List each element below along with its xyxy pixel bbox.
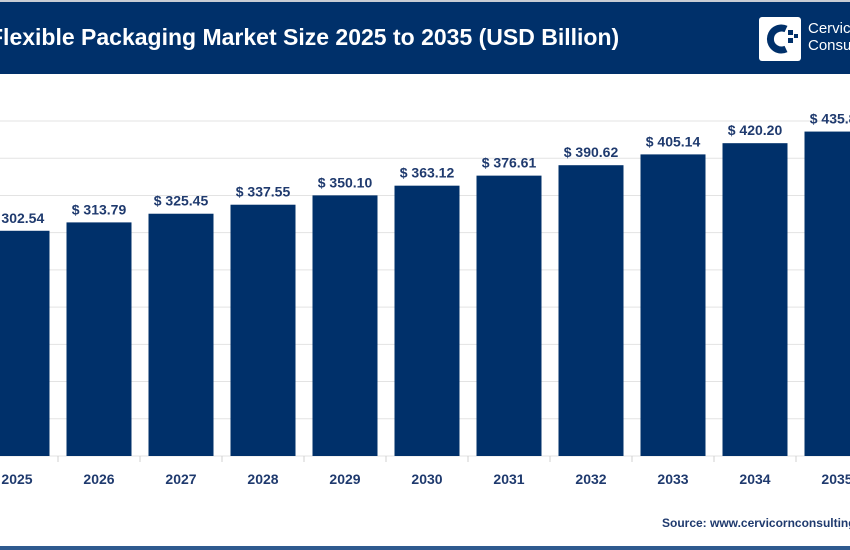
x-tick-label-2033: 2033 <box>657 471 688 487</box>
bar-2028 <box>230 204 296 456</box>
data-label-2029: $ 350.10 <box>318 174 373 190</box>
x-tick-label-2029: 2029 <box>329 471 360 487</box>
data-label-2033: $ 405.14 <box>646 133 701 149</box>
bar-2034 <box>722 143 788 456</box>
logo-text: Cervicorn Consulting <box>808 20 850 54</box>
x-tick-label-2030: 2030 <box>411 471 442 487</box>
data-label-2030: $ 363.12 <box>400 165 455 181</box>
data-label-2025: $ 302.54 <box>0 210 44 226</box>
chart-title: Flexible Packaging Market Size 2025 to 2… <box>0 24 620 50</box>
data-label-2026: $ 313.79 <box>72 201 127 217</box>
bar-2035 <box>804 131 850 456</box>
bar-2027 <box>148 213 214 456</box>
x-tick-label-2025: 2025 <box>1 471 32 487</box>
data-label-2035: $ 435.80 <box>810 111 850 127</box>
bar-2033 <box>640 154 706 456</box>
bar-2032 <box>558 165 624 456</box>
header-banner: Flexible Packaging Market Size 2025 to 2… <box>0 0 850 74</box>
data-label-2031: $ 376.61 <box>482 155 537 171</box>
bar-2025 <box>0 230 50 456</box>
x-tick-label-2031: 2031 <box>493 471 524 487</box>
x-tick-label-2027: 2027 <box>165 471 196 487</box>
source-text: Source: www.cervicornconsulting.com <box>662 516 850 530</box>
x-tick-label-2026: 2026 <box>83 471 114 487</box>
logo-line1: Cervicorn <box>808 20 850 37</box>
x-tick-label-2032: 2032 <box>575 471 606 487</box>
bar-2026 <box>66 222 132 456</box>
data-label-2027: $ 325.45 <box>154 193 209 209</box>
bar-2030 <box>394 185 460 456</box>
logo-line2: Consulting <box>808 37 850 54</box>
x-tick-label-2035: 2035 <box>821 471 850 487</box>
cervicorn-logo-icon <box>759 17 801 61</box>
data-label-2032: $ 390.62 <box>564 144 619 160</box>
x-tick-label-2034: 2034 <box>739 471 770 487</box>
data-label-2034: $ 420.20 <box>728 122 783 138</box>
bar-2031 <box>476 175 542 457</box>
bar-2029 <box>312 195 378 456</box>
data-label-2028: $ 337.55 <box>236 184 291 200</box>
x-tick-label-2028: 2028 <box>247 471 278 487</box>
bottom-border <box>0 546 850 550</box>
